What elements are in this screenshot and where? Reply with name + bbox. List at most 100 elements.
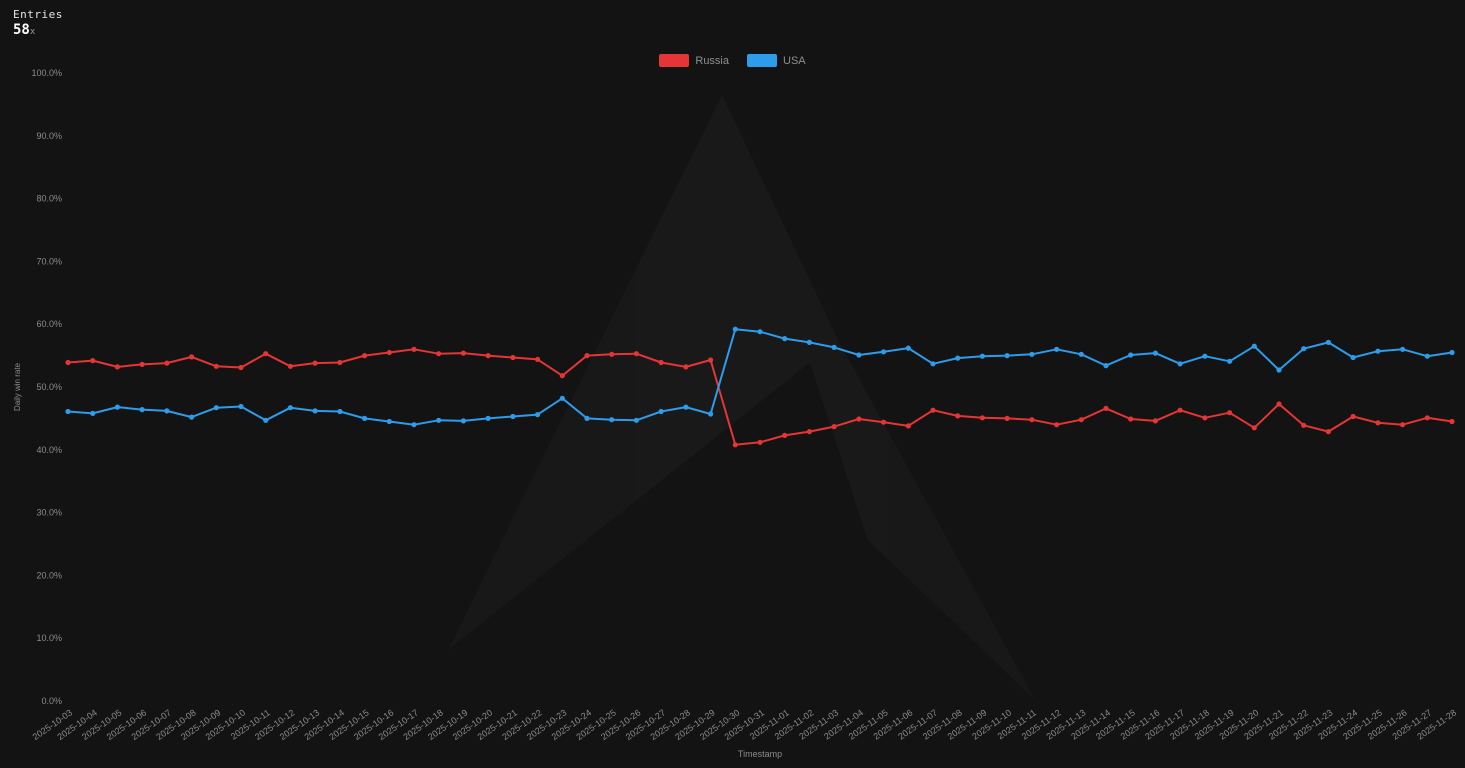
usa-data-point[interactable] bbox=[979, 353, 986, 359]
russia-data-point[interactable] bbox=[1103, 405, 1109, 411]
usa-data-point[interactable] bbox=[485, 415, 491, 421]
usa-data-point[interactable] bbox=[1251, 343, 1257, 349]
russia-data-point[interactable] bbox=[1177, 407, 1183, 413]
russia-data-point[interactable] bbox=[683, 364, 689, 370]
russia-data-point[interactable] bbox=[1276, 401, 1282, 407]
russia-data-point[interactable] bbox=[782, 432, 788, 438]
russia-data-point[interactable] bbox=[510, 354, 516, 361]
russia-data-point[interactable] bbox=[905, 423, 911, 429]
usa-data-point[interactable] bbox=[905, 345, 911, 351]
usa-data-point[interactable] bbox=[1054, 346, 1060, 352]
russia-data-point[interactable] bbox=[732, 442, 738, 448]
russia-data-point[interactable] bbox=[1004, 415, 1010, 421]
russia-data-point[interactable] bbox=[1128, 416, 1134, 422]
usa-data-point[interactable] bbox=[609, 417, 615, 423]
russia-data-point[interactable] bbox=[584, 353, 590, 359]
usa-data-point[interactable] bbox=[1078, 351, 1084, 357]
russia-data-point[interactable] bbox=[609, 351, 615, 357]
russia-data-point[interactable] bbox=[460, 350, 466, 356]
usa-data-point[interactable] bbox=[263, 417, 269, 423]
legend-item-usa[interactable]: USA bbox=[747, 54, 806, 67]
russia-data-point[interactable] bbox=[90, 358, 96, 364]
russia-data-point[interactable] bbox=[757, 439, 763, 445]
russia-data-point[interactable] bbox=[856, 416, 862, 422]
usa-data-point[interactable] bbox=[337, 408, 343, 415]
russia-data-point[interactable] bbox=[386, 349, 392, 356]
russia-data-point[interactable] bbox=[633, 351, 640, 357]
usa-data-point[interactable] bbox=[1301, 346, 1307, 352]
russia-data-point[interactable] bbox=[139, 361, 145, 367]
usa-data-point[interactable] bbox=[213, 405, 219, 411]
russia-data-point[interactable] bbox=[1375, 420, 1381, 426]
russia-data-point[interactable] bbox=[238, 364, 244, 371]
usa-data-point[interactable] bbox=[1449, 349, 1455, 356]
usa-data-point[interactable] bbox=[386, 418, 392, 425]
russia-data-point[interactable] bbox=[1202, 415, 1208, 421]
usa-data-point[interactable] bbox=[1029, 351, 1035, 357]
russia-data-point[interactable] bbox=[1029, 417, 1035, 423]
usa-data-point[interactable] bbox=[362, 415, 368, 421]
russia-data-point[interactable] bbox=[287, 363, 293, 369]
usa-data-point[interactable] bbox=[1325, 339, 1331, 345]
usa-data-point[interactable] bbox=[535, 412, 541, 418]
usa-data-point[interactable] bbox=[881, 349, 887, 355]
russia-data-point[interactable] bbox=[1400, 422, 1406, 428]
russia-data-point[interactable] bbox=[436, 351, 442, 357]
russia-data-point[interactable] bbox=[362, 353, 368, 359]
usa-data-point[interactable] bbox=[1177, 361, 1183, 367]
usa-data-point[interactable] bbox=[1400, 346, 1406, 352]
usa-data-point[interactable] bbox=[114, 404, 120, 410]
usa-data-point[interactable] bbox=[1375, 348, 1381, 354]
russia-data-point[interactable] bbox=[164, 360, 170, 366]
usa-data-point[interactable] bbox=[510, 413, 516, 420]
usa-data-point[interactable] bbox=[1350, 354, 1356, 361]
russia-data-point[interactable] bbox=[1449, 418, 1455, 425]
usa-data-point[interactable] bbox=[1004, 353, 1010, 359]
usa-data-point[interactable] bbox=[65, 408, 71, 415]
usa-data-point[interactable] bbox=[238, 403, 244, 410]
russia-data-point[interactable] bbox=[312, 360, 318, 366]
russia-data-point[interactable] bbox=[1078, 417, 1084, 423]
russia-data-point[interactable] bbox=[1227, 410, 1233, 416]
russia-data-point[interactable] bbox=[1054, 422, 1060, 428]
usa-data-point[interactable] bbox=[757, 329, 763, 335]
usa-data-point[interactable] bbox=[806, 339, 813, 345]
russia-data-point[interactable] bbox=[1325, 429, 1331, 435]
russia-data-point[interactable] bbox=[1350, 413, 1356, 420]
usa-data-point[interactable] bbox=[584, 415, 590, 421]
russia-data-point[interactable] bbox=[213, 363, 219, 369]
russia-data-point[interactable] bbox=[955, 413, 961, 419]
usa-data-point[interactable] bbox=[732, 326, 738, 332]
usa-data-point[interactable] bbox=[411, 422, 417, 428]
russia-data-point[interactable] bbox=[485, 353, 491, 359]
russia-data-point[interactable] bbox=[65, 359, 71, 366]
usa-data-point[interactable] bbox=[1202, 353, 1208, 359]
usa-data-point[interactable] bbox=[782, 336, 788, 342]
usa-data-point[interactable] bbox=[1276, 367, 1282, 373]
usa-data-point[interactable] bbox=[189, 414, 195, 420]
usa-data-point[interactable] bbox=[460, 418, 466, 424]
russia-data-point[interactable] bbox=[708, 357, 714, 363]
usa-data-point[interactable] bbox=[287, 405, 293, 411]
usa-data-point[interactable] bbox=[559, 395, 565, 401]
usa-data-point[interactable] bbox=[633, 417, 640, 423]
russia-data-point[interactable] bbox=[535, 356, 541, 362]
russia-data-point[interactable] bbox=[411, 346, 417, 352]
russia-data-point[interactable] bbox=[979, 415, 986, 421]
legend-item-russia[interactable]: Russia bbox=[659, 54, 729, 67]
usa-data-point[interactable] bbox=[139, 407, 145, 413]
usa-data-point[interactable] bbox=[831, 344, 837, 350]
usa-data-point[interactable] bbox=[436, 417, 442, 423]
russia-data-point[interactable] bbox=[337, 359, 343, 366]
russia-data-point[interactable] bbox=[806, 429, 813, 435]
usa-data-point[interactable] bbox=[1424, 353, 1430, 359]
usa-data-point[interactable] bbox=[90, 410, 96, 416]
usa-data-point[interactable] bbox=[708, 411, 714, 417]
russia-data-point[interactable] bbox=[1251, 425, 1257, 431]
usa-data-point[interactable] bbox=[856, 352, 862, 358]
usa-data-point[interactable] bbox=[683, 404, 689, 410]
usa-data-point[interactable] bbox=[164, 408, 170, 414]
russia-data-point[interactable] bbox=[658, 359, 664, 366]
usa-data-point[interactable] bbox=[1128, 352, 1134, 358]
russia-data-point[interactable] bbox=[263, 351, 269, 357]
